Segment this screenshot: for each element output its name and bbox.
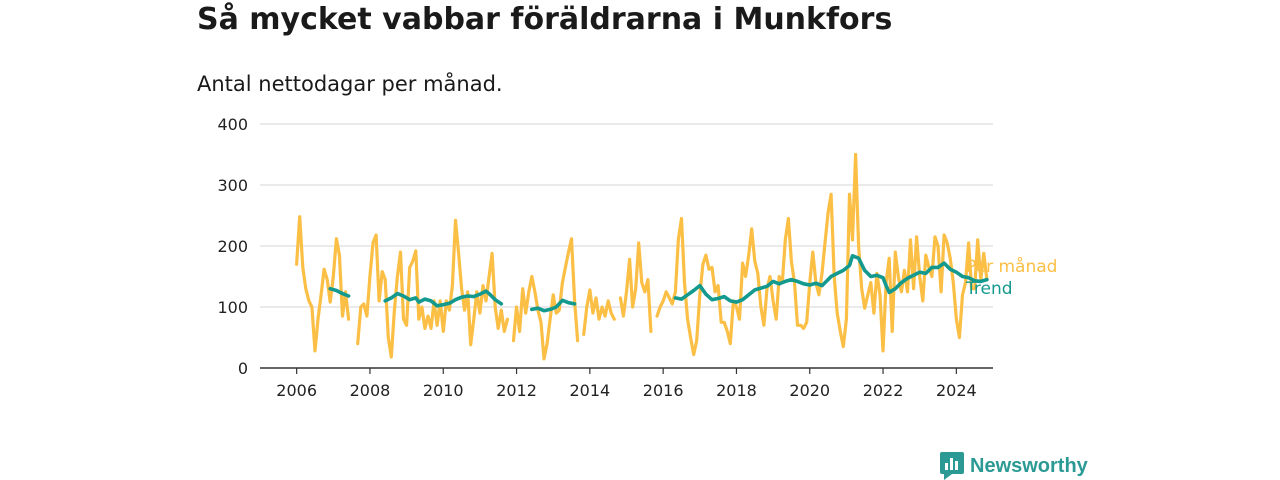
brand-name: Newsworthy (970, 454, 1088, 477)
x-tick-label: 2014 (569, 381, 610, 400)
x-tick-label: 2016 (643, 381, 684, 400)
gridlines (260, 123, 993, 308)
line-chart: 0 100 200 300 400 2006 2008 2010 2012 2014 2016 201… (217, 115, 1057, 400)
series-line-trend (328, 254, 989, 313)
series-line-per-manad (295, 152, 989, 361)
x-tick-label: 2006 (276, 381, 317, 400)
x-tick-label: 2012 (496, 381, 537, 400)
axes: 0 100 200 300 400 2006 2008 2010 2012 2014 2016 201… (217, 115, 993, 400)
x-tick-label: 2022 (863, 381, 904, 400)
y-tick-label: 100 (217, 298, 248, 317)
newsworthy-logo[interactable]: Newsworthy (940, 452, 1088, 480)
chart-subtitle: Antal nettodagar per månad. (197, 72, 503, 96)
y-tick-label: 400 (217, 115, 248, 134)
y-tick-label: 0 (238, 359, 248, 378)
x-tick-label: 2024 (936, 381, 977, 400)
x-tick-label: 2018 (716, 381, 757, 400)
legend-label-per-manad: Per månad (966, 256, 1057, 277)
chart-title: Så mycket vabbar föräldrarna i Munkfors (197, 2, 893, 37)
y-tick-label: 200 (217, 237, 248, 256)
x-tick-label: 2010 (423, 381, 464, 400)
y-tick-label: 300 (217, 176, 248, 195)
x-tick-label: 2020 (789, 381, 830, 400)
newsworthy-logo-icon (940, 452, 964, 480)
series-lines (295, 152, 989, 361)
x-tick-label: 2008 (350, 381, 391, 400)
legend-label-trend: Trend (965, 279, 1013, 299)
